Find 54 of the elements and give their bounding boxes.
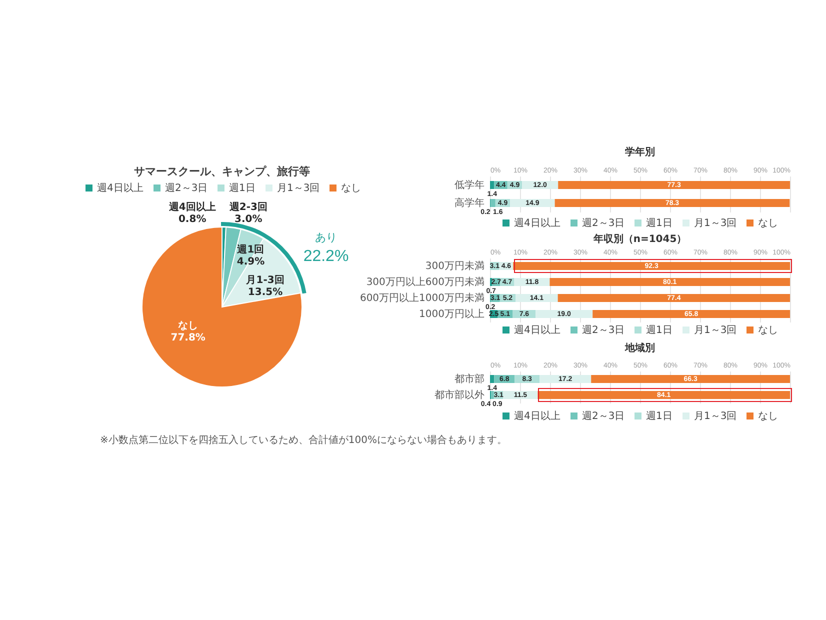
bar <box>516 294 558 302</box>
legend-label: 週1日 <box>646 411 672 422</box>
legend-label: 週4日以上 <box>514 217 560 229</box>
pie-slice <box>142 226 302 388</box>
y-tick-label: 1000万円以上 <box>419 308 484 320</box>
bar <box>490 199 496 207</box>
legend-label: 月1～3回 <box>694 411 737 422</box>
legend-label: 週1日 <box>229 183 256 194</box>
bar <box>592 310 790 318</box>
legend-label: 月1～3回 <box>694 218 737 229</box>
y-tick-label: 都市部以外 <box>434 389 484 401</box>
chart-title: サマースクール、キャンプ、旅行等 <box>134 165 310 178</box>
legend-label: 週4日以上 <box>97 182 144 194</box>
data-label: 月1-3回 13.5% <box>245 274 284 298</box>
data-label: 週2-3回 3.0% <box>228 200 268 225</box>
legend-label: なし <box>758 411 778 422</box>
bar <box>536 310 593 318</box>
legend-label: 週2～3日 <box>582 218 625 229</box>
legend-label: 週2～3日 <box>582 411 625 422</box>
chart-title: 年収別（n=1045） <box>592 233 687 245</box>
bar <box>490 181 494 189</box>
legend-label: なし <box>341 183 361 194</box>
bar <box>558 181 790 189</box>
data-label: 週4回以上 0.8% <box>168 201 216 226</box>
legend-label: 月1～3回 <box>694 325 737 336</box>
legend-label: 週1日 <box>646 218 672 229</box>
chart-title: 学年別 <box>625 146 655 158</box>
text: ※小数点第二位以下を四捨五入しているため、合計値が100%にならない場合もあります。 <box>100 434 507 446</box>
bar <box>540 375 592 383</box>
text: あり <box>315 231 337 244</box>
bar <box>490 375 494 383</box>
legend-label: 月1～3回 <box>277 183 320 194</box>
bar <box>550 278 790 286</box>
legend-label: 週2～3日 <box>582 325 625 336</box>
data-label: なし 77.8% <box>170 320 206 344</box>
bar <box>591 375 790 383</box>
legend-label: 週4日以上 <box>514 324 560 336</box>
legend-label: 週4日以上 <box>514 410 560 422</box>
legend-label: 週1日 <box>646 325 672 336</box>
bar <box>558 294 790 302</box>
data-label: 週1回 4.9% <box>236 244 265 268</box>
y-tick-label: 高学年 <box>454 197 484 209</box>
y-tick-label: 都市部 <box>454 373 484 385</box>
y-tick-label: 低学年 <box>454 179 484 191</box>
chart-title: 地域別 <box>624 342 655 354</box>
y-tick-label: 300万円以上600万円未満 <box>366 276 484 288</box>
y-tick-label: 300万円未満 <box>425 260 484 272</box>
y-tick-label: 600万円以上1000万円未満 <box>360 292 484 304</box>
bar <box>554 199 790 207</box>
legend-label: なし <box>758 325 778 336</box>
legend-label: なし <box>758 218 778 229</box>
text: 22.2% <box>303 248 349 265</box>
legend-label: 週2～3日 <box>165 183 208 194</box>
bar <box>491 391 494 399</box>
